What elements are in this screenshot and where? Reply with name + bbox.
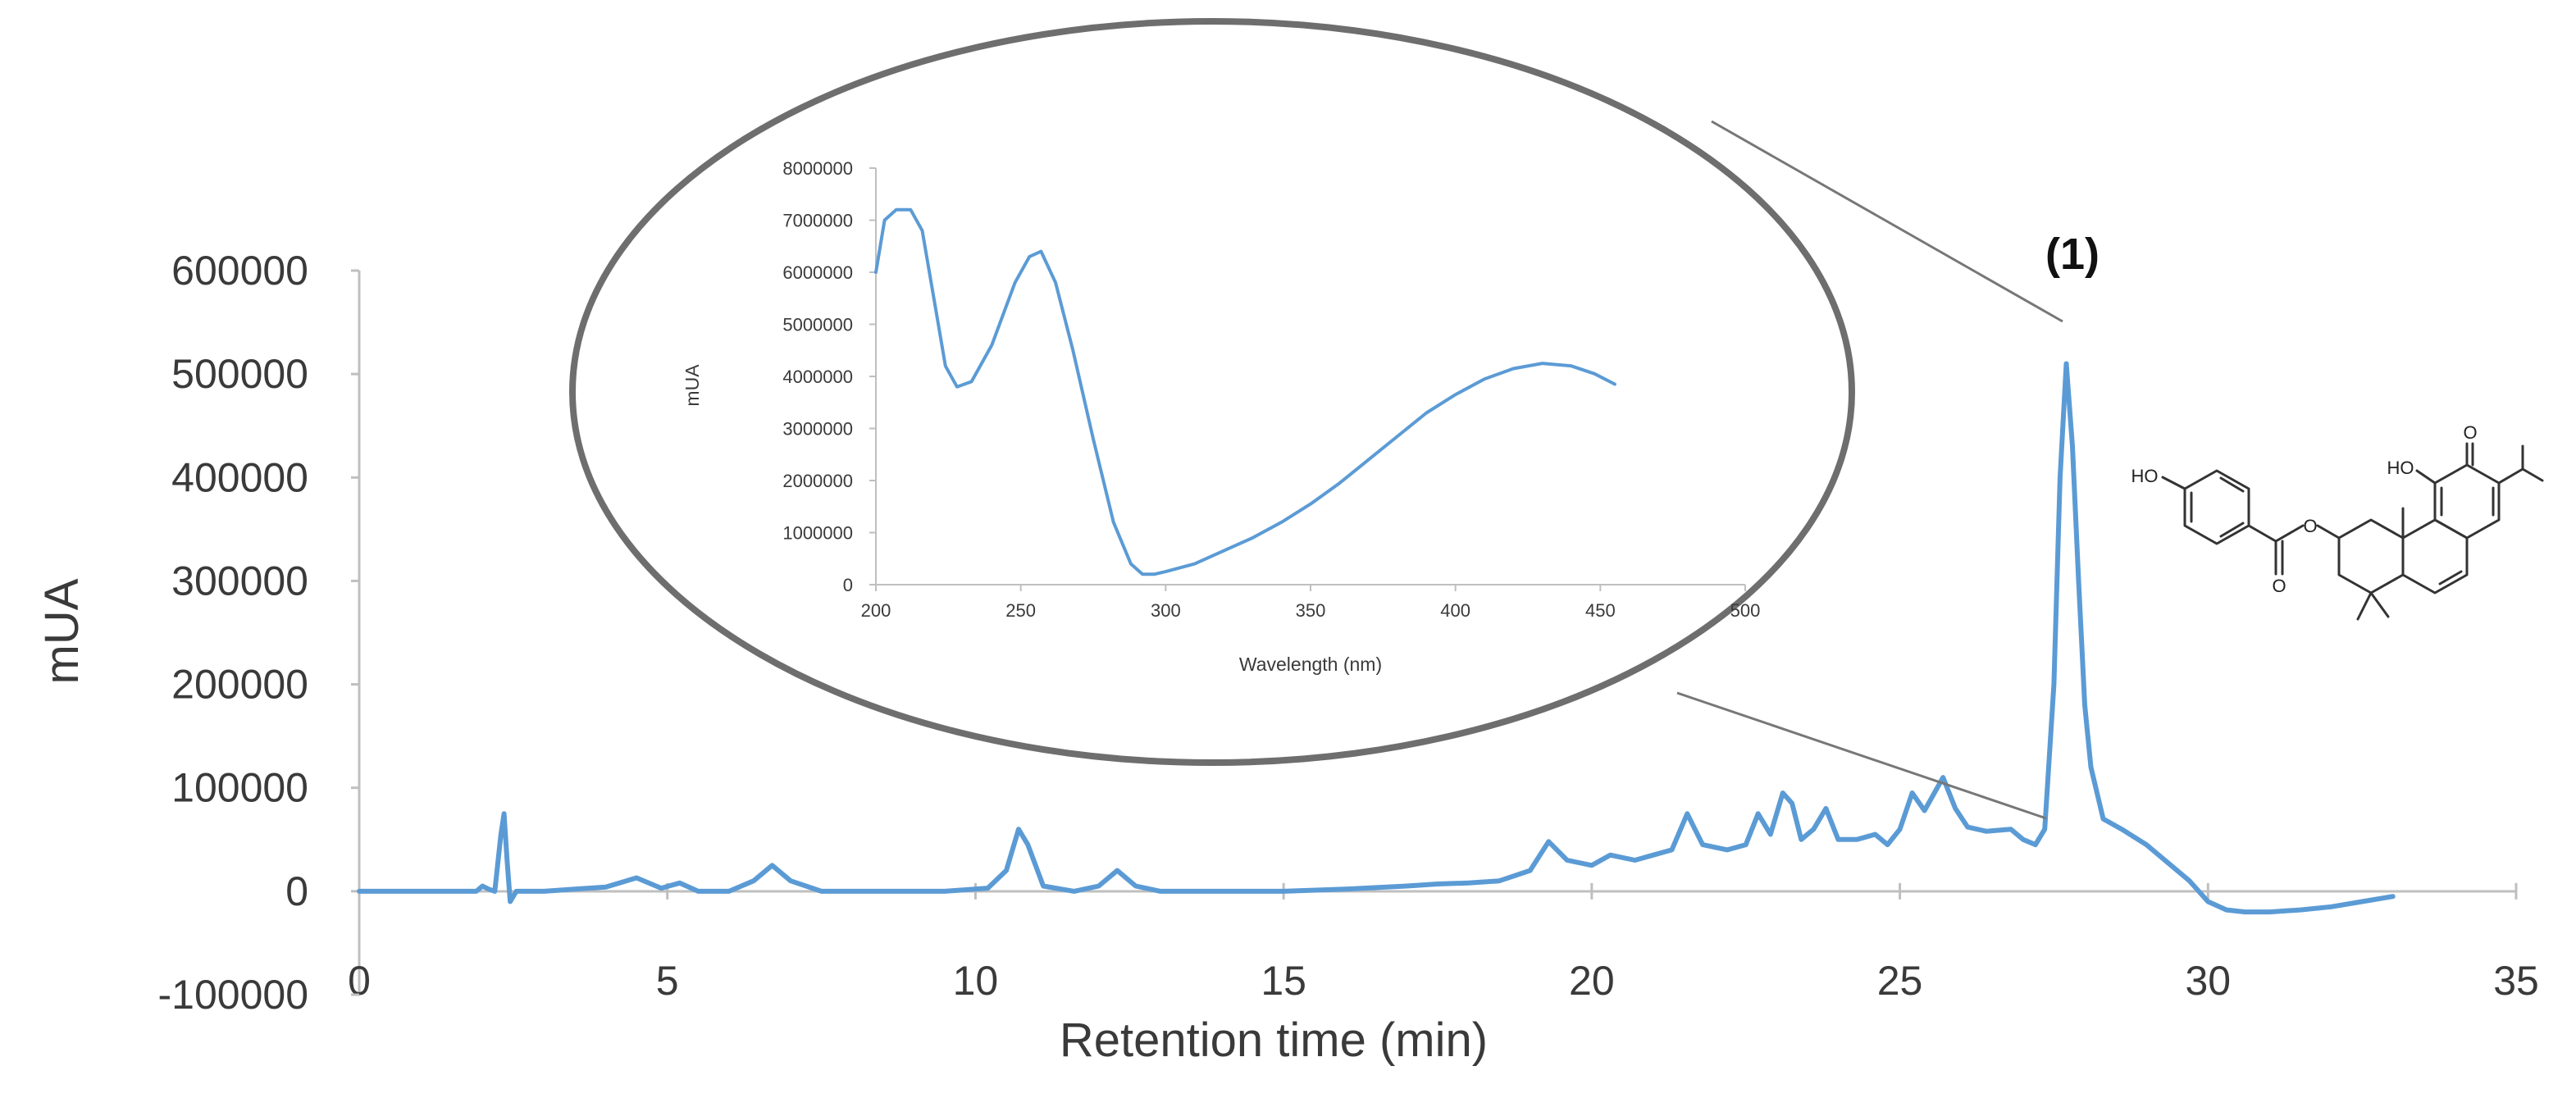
inset-y-tick-label: 8000000	[782, 158, 853, 179]
main-y-tick-label: 500000	[171, 351, 308, 397]
main-x-tick-label: 10	[953, 958, 999, 1004]
structure-label-ester-carbonyl-o: O	[2272, 576, 2286, 596]
main-x-tick-label: 35	[2493, 958, 2539, 1004]
inset-y-tick-label: 1000000	[782, 523, 853, 544]
main-y-tick-label: 600000	[171, 248, 308, 294]
inset-y-tick-label: 5000000	[782, 315, 853, 335]
inset-ellipse	[569, 18, 1855, 766]
zoom-connector-bottom	[1676, 691, 2047, 820]
main-y-tick-label: -100000	[158, 972, 309, 1018]
main-x-axis-title: Retention time (min)	[1060, 1014, 1488, 1067]
structure-label-ester-o: O	[2303, 516, 2317, 536]
chromatogram-chart: 0 5 10 15 20 25 30 35 -100000 0 100000 200000 300000…	[35, 230, 2539, 1067]
main-x-tick-label: 20	[1569, 958, 1615, 1004]
structure-label-ketone-o: O	[2463, 422, 2477, 443]
main-x-tick-label: 15	[1261, 958, 1306, 1004]
inset-x-tick-label: 200	[861, 600, 891, 621]
main-y-tick-label: 100000	[171, 765, 308, 811]
inset-y-tick-label: 4000000	[782, 367, 853, 387]
main-x-tick-label: 30	[2185, 958, 2231, 1004]
uv-spectrum-series-line	[874, 207, 1616, 576]
chromatogram-series-line	[357, 361, 2396, 915]
inset-x-tick-label: 500	[1730, 600, 1761, 621]
inset-y-tick-label: 0	[843, 575, 853, 595]
inset-x-axis-title: Wavelength (nm)	[1239, 654, 1382, 675]
inset-x-tick-label: 400	[1440, 600, 1470, 621]
uv-spectrum-inset-chart: 200 250 300 350 400 450 500 0 1000000 2000000 3000…	[682, 158, 1760, 675]
peak-1-label: (1)	[2045, 230, 2100, 279]
inset-y-tick-label: 6000000	[782, 262, 853, 283]
structure-label-phenol-ho: HO	[2131, 466, 2159, 486]
compound-1-structure	[2161, 442, 2544, 621]
inset-y-tick-label: 3000000	[782, 419, 853, 440]
inset-y-axis-title: mUA	[682, 364, 703, 407]
inset-y-tick-label: 2000000	[782, 471, 853, 491]
inset-x-tick-label: 350	[1296, 600, 1326, 621]
structure-label-ring-ho: HO	[2387, 458, 2414, 478]
inset-x-tick-label: 450	[1585, 600, 1616, 621]
inset-y-tick-label: 7000000	[782, 211, 853, 231]
inset-x-tick-label: 250	[1005, 600, 1036, 621]
main-y-tick-label: 200000	[171, 662, 308, 708]
inset-x-tick-label: 300	[1151, 600, 1181, 621]
main-x-tick-label: 5	[656, 958, 679, 1004]
main-y-tick-label: 0	[285, 868, 308, 914]
main-y-tick-label: 400000	[171, 454, 308, 500]
main-x-tick-label: 0	[348, 958, 371, 1004]
main-y-tick-label: 300000	[171, 558, 308, 604]
zoom-connector-top	[1711, 120, 2063, 323]
main-y-axis-title: mUA	[35, 578, 89, 684]
main-x-tick-label: 25	[1877, 958, 1923, 1004]
